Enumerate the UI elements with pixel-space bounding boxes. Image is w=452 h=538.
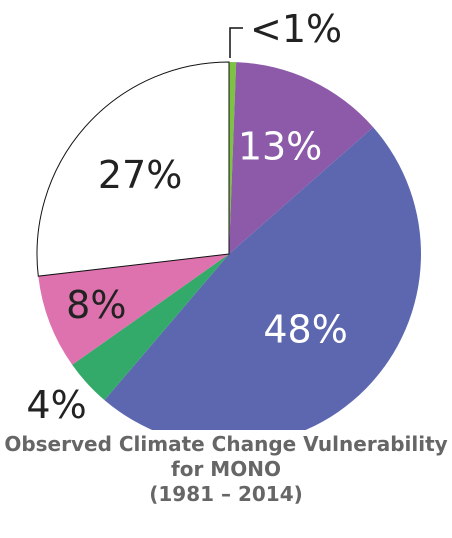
- callout-lines: [229, 27, 243, 58]
- slice-label-5: 27%: [98, 153, 182, 197]
- callout-line-0: [229, 27, 243, 58]
- chart-title-line-3: (1981 – 2014): [149, 482, 303, 506]
- pie-chart: <1% 13% 48% 4% 8% 27%: [26, 7, 421, 430]
- pie-slices: [36, 61, 421, 430]
- pie-slice-3: [72, 254, 229, 401]
- slice-label-4: 8%: [66, 283, 126, 327]
- chart-title: Observed Climate Change Vulnerability fo…: [0, 432, 452, 507]
- slice-label-0: <1%: [250, 7, 342, 51]
- pie-slice-1: [229, 62, 374, 255]
- pie-slice-5: [36, 61, 230, 277]
- chart-title-line-2: for MONO: [171, 457, 281, 481]
- pie-slice-0: [229, 62, 237, 254]
- pie-slice-2: [104, 127, 421, 430]
- slice-label-3: 4%: [26, 383, 86, 427]
- slice-labels: <1% 13% 48% 4% 8% 27%: [26, 7, 347, 427]
- chart-title-line-1: Observed Climate Change Vulnerability: [4, 432, 448, 456]
- pie-slice-4: [38, 254, 230, 365]
- slice-label-1: 13%: [238, 124, 322, 168]
- slice-label-2: 48%: [263, 307, 347, 351]
